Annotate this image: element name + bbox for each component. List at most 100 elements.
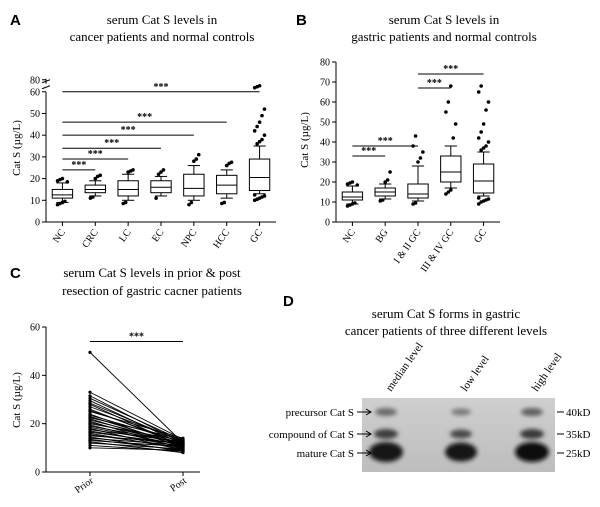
comparison-label: *** xyxy=(361,146,376,157)
outlier-point xyxy=(98,174,102,178)
y-tick-label: 50 xyxy=(320,118,330,129)
panel-c-comparison: *** xyxy=(90,332,183,343)
iqr-box xyxy=(217,175,237,193)
comparison-label: *** xyxy=(121,125,136,136)
outlier-point xyxy=(351,180,355,184)
band-label-compound: compound of Cat S xyxy=(269,429,354,441)
panel-d-title-line-2: cancer patients of three different level… xyxy=(345,323,547,338)
box-nc xyxy=(52,177,72,207)
outlier-point xyxy=(449,188,453,192)
outlier-point xyxy=(263,133,267,137)
outlier-point xyxy=(444,110,448,114)
outlier-point xyxy=(414,201,418,205)
panel-b-letter: B xyxy=(296,12,307,29)
panel-d: D serum Cat S forms in gastric cancer pa… xyxy=(269,293,591,472)
prior-point xyxy=(88,446,91,449)
y-tick-label: 30 xyxy=(320,158,330,169)
y-tick-label: 0 xyxy=(35,218,40,229)
marker-label-25: 25kD xyxy=(566,448,591,460)
marker-label-35: 35kD xyxy=(566,429,591,441)
panel-b-title-line-2: gastric patients and normal controls xyxy=(351,29,537,44)
outlier-point xyxy=(260,138,264,142)
comparison-label: *** xyxy=(88,149,103,160)
x-tick-label: EC xyxy=(150,227,167,244)
lane-labels: median level low level high level xyxy=(384,341,565,394)
outlier-point xyxy=(487,100,491,104)
panel-b-comparisons: ************ xyxy=(352,64,483,157)
outlier-point xyxy=(449,84,453,88)
outlier-point xyxy=(230,161,234,165)
marker-labels: 40kD 35kD 25kD xyxy=(557,407,591,460)
outlier-point xyxy=(355,183,359,187)
iqr-box xyxy=(52,189,72,198)
y-tick-label: 40 xyxy=(320,138,330,149)
outlier-point xyxy=(263,107,267,111)
box-npc xyxy=(184,153,204,207)
comparison-label: *** xyxy=(71,160,86,171)
iqr-box xyxy=(85,185,105,193)
comparison-label: *** xyxy=(443,64,458,75)
comparison-bar: *** xyxy=(62,112,226,123)
x-tick-label: HCC xyxy=(211,227,232,250)
box-gc xyxy=(473,84,493,206)
outlier-point xyxy=(451,136,455,140)
x-tick-label: NC xyxy=(341,227,358,245)
panel-a-title-line-2: cancer patients and normal controls xyxy=(70,29,255,44)
iqr-box xyxy=(184,174,204,196)
box-nc xyxy=(342,180,362,208)
outlier-point xyxy=(263,194,267,198)
panel-a-axes: 010203040506080NC CRC LC EC NPC HCC GC xyxy=(30,75,276,250)
outlier-point xyxy=(447,100,451,104)
box-lc xyxy=(118,168,138,205)
comparison-label: *** xyxy=(137,112,152,123)
comparison-label: *** xyxy=(129,332,144,343)
y-tick-label: 40 xyxy=(30,131,40,142)
panel-c: C serum Cat S levels in prior & post res… xyxy=(10,265,242,496)
band-median-compound xyxy=(374,429,398,439)
outlier-point xyxy=(61,177,65,181)
outlier-point xyxy=(124,201,128,205)
iqr-box xyxy=(342,192,362,200)
box-ec xyxy=(151,168,171,200)
panel-c-title-line-2: resection of gastric cacner patients xyxy=(62,283,242,298)
outlier-point xyxy=(386,178,390,182)
iqr-box xyxy=(473,164,493,193)
comparison-label: *** xyxy=(104,138,119,149)
panel-c-y-axis-label: Cat S (µg/L) xyxy=(11,372,23,428)
y-tick-label: 30 xyxy=(30,152,40,163)
panel-a-title-line-1: serum Cat S levels in xyxy=(107,12,218,27)
y-tick-label: 80 xyxy=(320,58,330,69)
comparison-bar: *** xyxy=(418,78,451,89)
y-tick-label: 20 xyxy=(320,178,330,189)
y-tick-label: 60 xyxy=(320,98,330,109)
panel-a-comparisons: ****************** xyxy=(62,82,259,171)
outlier-point xyxy=(258,84,262,88)
outlier-point xyxy=(454,122,458,126)
outlier-point xyxy=(154,196,158,200)
x-tick-label: NC xyxy=(51,227,68,245)
comparison-label: *** xyxy=(154,82,169,93)
outlier-point xyxy=(195,157,199,161)
outlier-point xyxy=(66,180,70,184)
band-low-precursor xyxy=(451,409,471,416)
band-label-mature: mature Cat S xyxy=(297,448,354,460)
box-gc xyxy=(249,84,269,202)
band-median-precursor xyxy=(375,408,397,416)
outlier-point xyxy=(477,196,481,200)
y-axis-break-mark xyxy=(42,86,50,89)
panel-a-boxes xyxy=(52,84,270,206)
outlier-point xyxy=(255,125,259,129)
x-tick-label: GC xyxy=(472,227,489,245)
outlier-point xyxy=(421,150,425,154)
x-tick-label: BG xyxy=(374,227,391,245)
panel-b-y-axis-label: Cat S (µg/L) xyxy=(299,112,311,168)
y-tick-label: 10 xyxy=(30,196,40,207)
box-i-ii-gc xyxy=(408,134,428,206)
box-iii-iv-gc xyxy=(441,84,461,196)
iqr-box xyxy=(249,159,269,190)
band-low-mature xyxy=(445,443,477,462)
outlier-point xyxy=(479,84,483,88)
outlier-point xyxy=(91,195,95,199)
outlier-point xyxy=(222,201,226,205)
panel-b: B serum Cat S levels in gastric patients… xyxy=(296,12,537,274)
